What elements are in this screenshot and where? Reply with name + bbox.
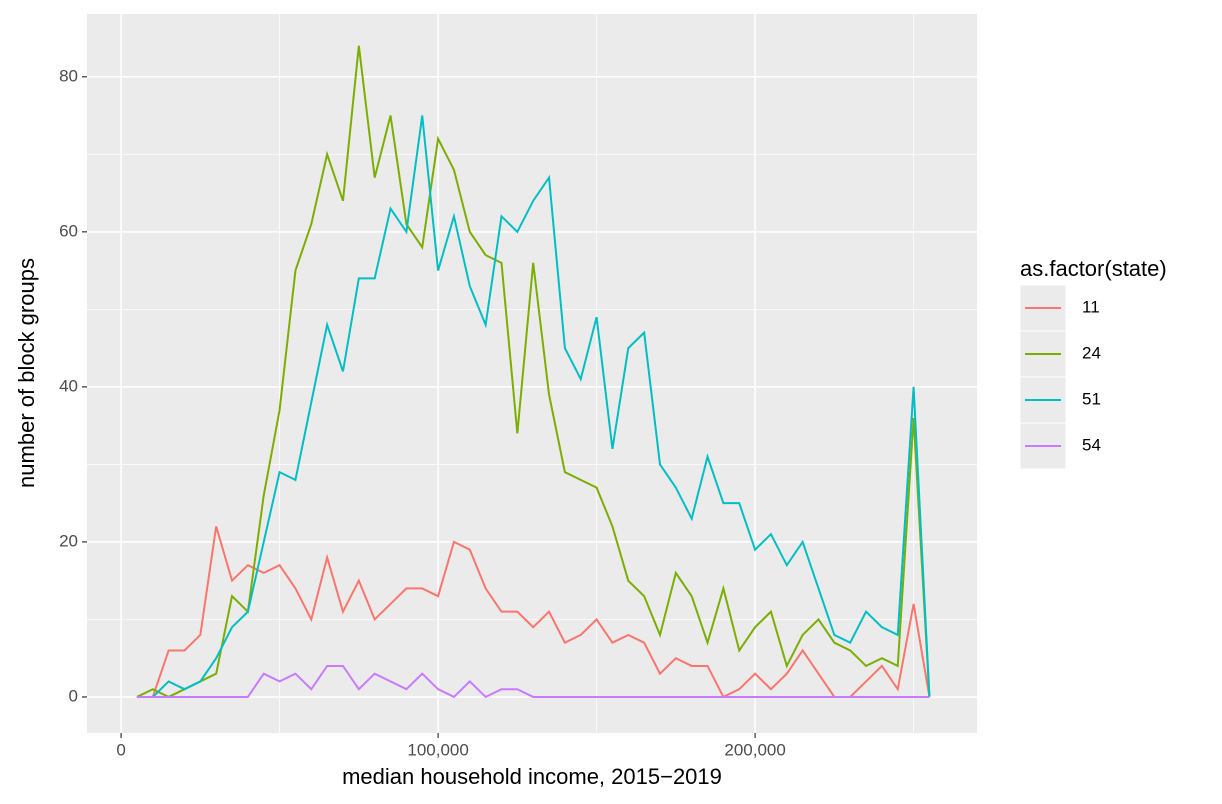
- legend-label: 54: [1082, 435, 1101, 454]
- x-tick-label: 0: [116, 740, 125, 759]
- y-tick-label: 0: [69, 686, 78, 705]
- x-axis-title: median household income, 2015−2019: [342, 764, 722, 789]
- panel: [87, 14, 977, 733]
- legend-label: 11: [1082, 297, 1100, 316]
- y-tick-label: 80: [59, 66, 78, 85]
- data-line: [136, 45, 931, 699]
- y-axis-title: number of block groups: [14, 258, 39, 488]
- x-tick-label: 200,000: [724, 740, 785, 759]
- y-tick-label: 60: [59, 221, 78, 240]
- legend-label: 24: [1082, 343, 1101, 362]
- legend-label: 51: [1082, 389, 1101, 408]
- data-line: [136, 115, 931, 698]
- legend-title: as.factor(state): [1020, 256, 1167, 281]
- y-tick-label: 40: [59, 376, 78, 395]
- data-line: [136, 664, 930, 699]
- y-tick-label: 20: [59, 531, 78, 550]
- data-line: [136, 526, 931, 699]
- x-tick-label: 100,000: [407, 740, 468, 759]
